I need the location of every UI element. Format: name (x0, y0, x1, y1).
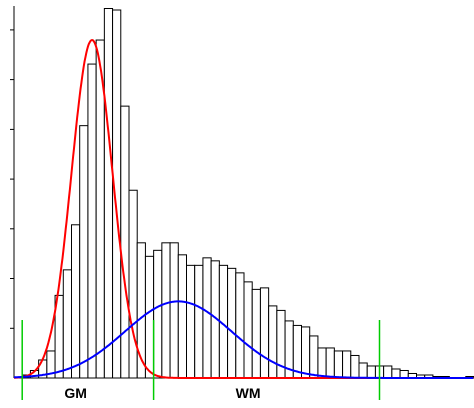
histogram-bar (259, 287, 270, 379)
histogram-bar (202, 257, 212, 379)
histogram-bars (21, 8, 474, 379)
histogram-bar (317, 347, 327, 379)
histogram-bar (325, 347, 335, 379)
histogram-bar (309, 335, 319, 379)
histogram-bar (153, 249, 163, 379)
histogram-bar (391, 368, 401, 379)
histogram-bar (342, 350, 352, 379)
histogram-bar (103, 8, 114, 379)
histogram-bar (194, 264, 204, 379)
histogram-bar (161, 242, 171, 379)
histogram-bar (399, 369, 409, 379)
histogram-bar (268, 305, 278, 379)
histogram-bar (71, 224, 81, 379)
histogram-bar (243, 281, 253, 379)
histogram-bar (120, 105, 130, 379)
histogram-bar (177, 254, 187, 379)
region-label: GM (64, 385, 87, 401)
region-label: WM (236, 385, 261, 401)
histogram-bar (227, 267, 237, 379)
histogram-bar (62, 269, 73, 379)
threshold-markers (21, 320, 381, 400)
region-labels: GM WM (64, 385, 260, 401)
histogram-bar (301, 326, 311, 379)
histogram-bar (87, 63, 97, 379)
histogram-bar (128, 189, 138, 379)
histogram-bar (383, 365, 393, 379)
fitted-curves (13, 38, 474, 379)
histogram-bar (358, 362, 368, 379)
histogram-bar (333, 350, 344, 379)
histogram-bar (144, 255, 155, 379)
histogram-bar (186, 264, 196, 379)
histogram-bar (79, 125, 89, 379)
y-axis-ticks (10, 29, 14, 329)
histogram-bar (235, 272, 245, 379)
histogram-bar (251, 288, 261, 379)
fitted-curve (14, 300, 474, 379)
histogram-bar (366, 365, 376, 379)
histogram-bar (169, 242, 179, 379)
histogram-bar (350, 354, 360, 379)
